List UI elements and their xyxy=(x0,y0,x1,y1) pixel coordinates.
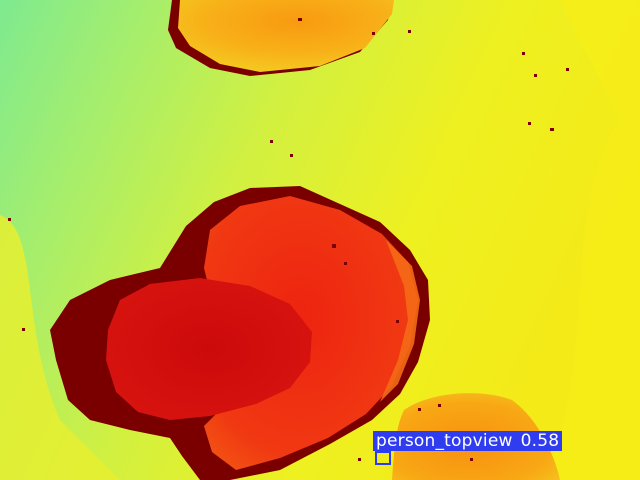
detection-score: 0.58 xyxy=(520,431,560,451)
detection-class: person_topview xyxy=(376,431,513,451)
detection-bounding-box xyxy=(375,451,391,465)
detection-label: person_topview 0.58 xyxy=(373,431,563,451)
